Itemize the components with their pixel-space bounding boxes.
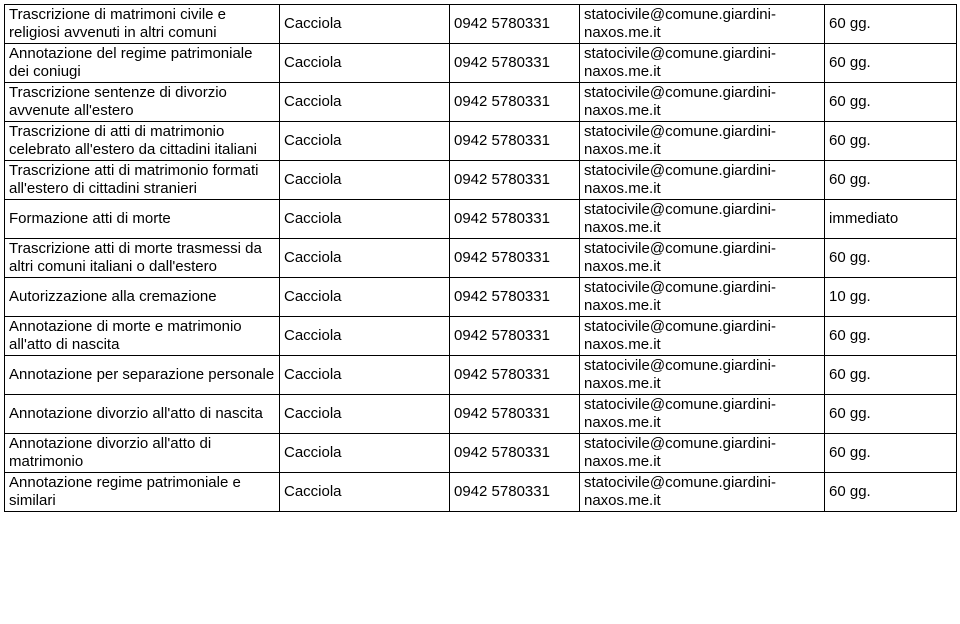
cell-responsible: Cacciola xyxy=(280,473,450,512)
cell-email: statocivile@comune.giardini-naxos.me.it xyxy=(580,161,825,200)
table-body: Trascrizione di matrimoni civile e relig… xyxy=(5,5,957,512)
table-row: Annotazione di morte e matrimonio all'at… xyxy=(5,317,957,356)
cell-phone: 0942 5780331 xyxy=(450,44,580,83)
cell-deadline: 60 gg. xyxy=(825,122,957,161)
cell-phone: 0942 5780331 xyxy=(450,122,580,161)
cell-responsible: Cacciola xyxy=(280,161,450,200)
cell-deadline: immediato xyxy=(825,200,957,239)
cell-phone: 0942 5780331 xyxy=(450,200,580,239)
cell-service: Trascrizione di atti di matrimonio celeb… xyxy=(5,122,280,161)
cell-phone: 0942 5780331 xyxy=(450,278,580,317)
table-row: Trascrizione di matrimoni civile e relig… xyxy=(5,5,957,44)
cell-service: Trascrizione atti di matrimonio formati … xyxy=(5,161,280,200)
cell-service: Annotazione di morte e matrimonio all'at… xyxy=(5,317,280,356)
cell-service: Trascrizione atti di morte trasmessi da … xyxy=(5,239,280,278)
cell-deadline: 60 gg. xyxy=(825,356,957,395)
cell-deadline: 60 gg. xyxy=(825,161,957,200)
cell-phone: 0942 5780331 xyxy=(450,5,580,44)
cell-responsible: Cacciola xyxy=(280,200,450,239)
cell-email: statocivile@comune.giardini-naxos.me.it xyxy=(580,356,825,395)
cell-phone: 0942 5780331 xyxy=(450,239,580,278)
cell-responsible: Cacciola xyxy=(280,395,450,434)
cell-service: Formazione atti di morte xyxy=(5,200,280,239)
cell-service: Trascrizione di matrimoni civile e relig… xyxy=(5,5,280,44)
table-row: Formazione atti di morteCacciola0942 578… xyxy=(5,200,957,239)
cell-phone: 0942 5780331 xyxy=(450,356,580,395)
cell-deadline: 60 gg. xyxy=(825,317,957,356)
services-table: Trascrizione di matrimoni civile e relig… xyxy=(4,4,957,512)
table-row: Annotazione divorzio all'atto di matrimo… xyxy=(5,434,957,473)
table-row: Trascrizione atti di morte trasmessi da … xyxy=(5,239,957,278)
cell-deadline: 60 gg. xyxy=(825,395,957,434)
cell-phone: 0942 5780331 xyxy=(450,161,580,200)
cell-responsible: Cacciola xyxy=(280,44,450,83)
table-row: Trascrizione di atti di matrimonio celeb… xyxy=(5,122,957,161)
cell-service: Annotazione per separazione personale xyxy=(5,356,280,395)
cell-service: Annotazione divorzio all'atto di nascita xyxy=(5,395,280,434)
table-row: Annotazione regime patrimoniale e simila… xyxy=(5,473,957,512)
table-row: Annotazione per separazione personaleCac… xyxy=(5,356,957,395)
cell-deadline: 60 gg. xyxy=(825,434,957,473)
cell-email: statocivile@comune.giardini-naxos.me.it xyxy=(580,83,825,122)
table-row: Trascrizione sentenze di divorzio avvenu… xyxy=(5,83,957,122)
cell-email: statocivile@comune.giardini-naxos.me.it xyxy=(580,122,825,161)
cell-email: statocivile@comune.giardini-naxos.me.it xyxy=(580,395,825,434)
cell-service: Annotazione regime patrimoniale e simila… xyxy=(5,473,280,512)
cell-responsible: Cacciola xyxy=(280,239,450,278)
cell-email: statocivile@comune.giardini-naxos.me.it xyxy=(580,200,825,239)
cell-phone: 0942 5780331 xyxy=(450,83,580,122)
cell-email: statocivile@comune.giardini-naxos.me.it xyxy=(580,278,825,317)
cell-email: statocivile@comune.giardini-naxos.me.it xyxy=(580,473,825,512)
table-row: Annotazione divorzio all'atto di nascita… xyxy=(5,395,957,434)
cell-deadline: 60 gg. xyxy=(825,239,957,278)
cell-phone: 0942 5780331 xyxy=(450,473,580,512)
cell-phone: 0942 5780331 xyxy=(450,434,580,473)
cell-service: Annotazione divorzio all'atto di matrimo… xyxy=(5,434,280,473)
cell-phone: 0942 5780331 xyxy=(450,317,580,356)
cell-responsible: Cacciola xyxy=(280,122,450,161)
cell-email: statocivile@comune.giardini-naxos.me.it xyxy=(580,5,825,44)
cell-email: statocivile@comune.giardini-naxos.me.it xyxy=(580,239,825,278)
cell-email: statocivile@comune.giardini-naxos.me.it xyxy=(580,317,825,356)
cell-deadline: 10 gg. xyxy=(825,278,957,317)
table-row: Annotazione del regime patrimoniale dei … xyxy=(5,44,957,83)
cell-deadline: 60 gg. xyxy=(825,473,957,512)
cell-responsible: Cacciola xyxy=(280,356,450,395)
cell-service: Trascrizione sentenze di divorzio avvenu… xyxy=(5,83,280,122)
cell-responsible: Cacciola xyxy=(280,434,450,473)
cell-responsible: Cacciola xyxy=(280,5,450,44)
cell-email: statocivile@comune.giardini-naxos.me.it xyxy=(580,434,825,473)
cell-responsible: Cacciola xyxy=(280,317,450,356)
cell-deadline: 60 gg. xyxy=(825,83,957,122)
cell-service: Annotazione del regime patrimoniale dei … xyxy=(5,44,280,83)
cell-service: Autorizzazione alla cremazione xyxy=(5,278,280,317)
cell-deadline: 60 gg. xyxy=(825,5,957,44)
cell-responsible: Cacciola xyxy=(280,83,450,122)
table-row: Trascrizione atti di matrimonio formati … xyxy=(5,161,957,200)
cell-email: statocivile@comune.giardini-naxos.me.it xyxy=(580,44,825,83)
table-row: Autorizzazione alla cremazioneCacciola09… xyxy=(5,278,957,317)
cell-deadline: 60 gg. xyxy=(825,44,957,83)
cell-phone: 0942 5780331 xyxy=(450,395,580,434)
cell-responsible: Cacciola xyxy=(280,278,450,317)
